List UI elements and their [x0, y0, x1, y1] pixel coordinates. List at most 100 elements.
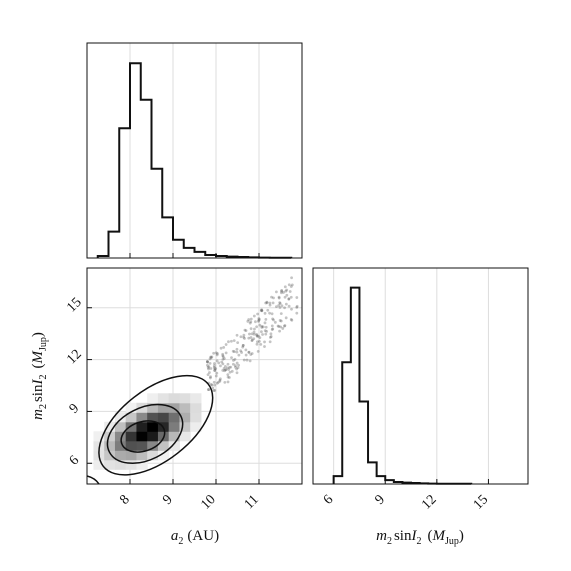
scatter-point [284, 289, 288, 293]
scatter-point [277, 325, 281, 328]
scatter-point [244, 353, 248, 357]
scatter-point [271, 327, 275, 331]
density-cell [104, 450, 116, 461]
scatter-point [233, 364, 237, 367]
scatter-point [247, 350, 251, 354]
br-xlabel: m2 sinI2 (MJup) [376, 528, 464, 547]
scatter-point [255, 325, 259, 329]
scatter-point [227, 376, 231, 379]
scatter-point [253, 327, 256, 331]
scatter-point [273, 320, 277, 324]
scatter-point [264, 318, 268, 321]
panel-a2-histogram [86, 42, 303, 259]
scatter-point [261, 333, 264, 336]
x-tick-label: 9 [373, 492, 389, 508]
scatter-point [268, 301, 272, 305]
scatter-point [235, 347, 239, 351]
scatter-point [212, 389, 216, 392]
density-cell [136, 412, 148, 423]
scatter-point [235, 350, 239, 354]
scatter-point [226, 375, 230, 379]
contour-level [98, 374, 214, 476]
scatter-point [263, 340, 266, 344]
scatter-point [249, 320, 253, 324]
scatter-point [257, 320, 260, 323]
scatter-point [252, 332, 256, 336]
scatter-point [278, 301, 282, 305]
scatter-point [260, 326, 264, 329]
scatter-point [215, 353, 219, 357]
density-cell [179, 431, 191, 442]
scatter-point [289, 295, 293, 299]
scatter-point [209, 375, 212, 379]
scatter-point [212, 351, 216, 355]
density-cell [125, 450, 137, 461]
density-cell [190, 393, 202, 404]
scatter-point [241, 344, 245, 347]
scatter-point [284, 302, 288, 306]
scatter-point [230, 369, 234, 373]
y-tick-label: 9 [67, 401, 83, 417]
density-cell [147, 421, 159, 432]
bl-ticks [87, 307, 260, 484]
bl-ylabel: m2sinI2(MJup) [30, 332, 49, 420]
scatter-point [285, 288, 289, 292]
scatter-point [209, 355, 213, 359]
scatter-point [264, 301, 268, 305]
scatter-point [237, 353, 241, 357]
scatter-point [255, 332, 258, 336]
scatter-point [223, 369, 226, 373]
scatter-point [289, 317, 293, 321]
x-tick-label: 15 [471, 492, 492, 513]
scatter-point [271, 301, 275, 305]
density-cell [125, 440, 137, 451]
density-cell [179, 412, 191, 423]
scatter-point [229, 339, 233, 343]
scatter-point [281, 327, 285, 330]
scatter-point [255, 342, 259, 346]
density-cell [147, 412, 159, 423]
br-tick-labels: 6 9 12 15 [321, 492, 491, 513]
br-grid [333, 268, 489, 484]
panel-a2-msini-joint: 8 9 10 11 6 9 12 15 a2 (AU) m2sinI2(MJup) [30, 267, 303, 547]
x-tick-label: 12 [419, 492, 440, 513]
density-cell [136, 459, 148, 470]
scatter-point [268, 303, 272, 307]
scatter-point [237, 363, 241, 367]
density-cell [168, 421, 180, 432]
density-cell [190, 412, 202, 423]
scatter-point [213, 362, 216, 365]
scatter-point [295, 296, 299, 299]
scatter-point [264, 332, 268, 336]
scatter-point [260, 330, 263, 334]
density-cell [179, 393, 191, 404]
density-cell [136, 431, 148, 442]
density-cell [168, 440, 180, 451]
scatter-point [258, 323, 262, 327]
scatter-point [221, 362, 225, 366]
scatter-point [207, 367, 210, 371]
scatter-point [290, 283, 294, 287]
scatter-point [248, 359, 252, 363]
scatter-point [250, 339, 254, 343]
scatter-point [226, 380, 230, 384]
density-cell [179, 402, 191, 413]
scatter-point [213, 367, 217, 370]
scatter-point [268, 311, 271, 315]
scatter-point [234, 365, 237, 369]
density-cell [157, 412, 170, 423]
scatter-point [279, 312, 283, 316]
scatter-point [252, 314, 256, 318]
scatter-point [206, 360, 209, 364]
scatter-point [250, 338, 254, 342]
scatter-point [236, 366, 240, 370]
scatter-point [222, 357, 226, 360]
scatter-point [212, 380, 216, 384]
scatter-point [213, 388, 217, 392]
scatter-point [290, 318, 294, 322]
bl-contours [87, 374, 214, 484]
scatter-point [248, 321, 252, 325]
scatter-point [206, 366, 210, 369]
scatter-point [244, 329, 248, 332]
density-cell [125, 431, 137, 442]
